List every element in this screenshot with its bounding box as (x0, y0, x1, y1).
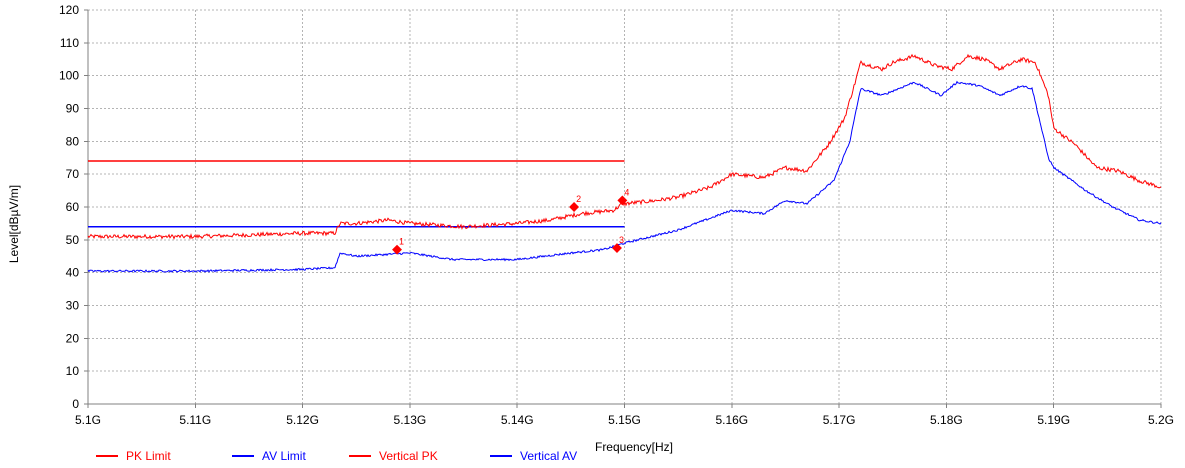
y-tick-label: 110 (60, 36, 79, 50)
marker-label: 1 (399, 237, 404, 247)
y-tick-label: 60 (66, 200, 80, 214)
y-tick-label: 50 (66, 233, 80, 247)
x-tick-label: 5.12G (286, 413, 319, 427)
y-tick-label: 10 (66, 364, 80, 378)
marker-3 (612, 243, 622, 253)
x-tick-label: 5.2G (1148, 413, 1174, 427)
x-tick-label: 5.19G (1037, 413, 1070, 427)
y-tick-label: 70 (66, 167, 80, 181)
x-tick-label: 5.15G (608, 413, 641, 427)
x-tick-label: 5.16G (715, 413, 748, 427)
x-axis-title: Frequency[Hz] (595, 440, 673, 454)
marker-1 (392, 244, 402, 255)
y-tick-label: 80 (66, 134, 80, 148)
legend: PK Limit AV Limit Vertical PK Vertical AV (96, 449, 577, 463)
marker-label: 4 (624, 187, 629, 197)
tick-labels: 0 10 20 30 40 50 60 70 80 90 100 110 120 5.1G 5.11G 5.1… (59, 3, 1174, 427)
x-tick-label: 5.17G (823, 413, 856, 427)
legend-label: AV Limit (262, 449, 306, 463)
y-tick-label: 120 (59, 3, 79, 17)
legend-label: Vertical AV (520, 449, 577, 463)
legend-label: PK Limit (126, 449, 171, 463)
y-axis-title: Level[dBµV/m] (7, 185, 21, 263)
axes (84, 9, 1162, 408)
marker-label: 3 (619, 235, 624, 245)
x-tick-label: 5.1G (75, 413, 101, 427)
series-line-vertical-av (87, 80, 1162, 273)
x-tick-label: 5.13G (394, 413, 427, 427)
marker-2 (569, 202, 580, 212)
x-tick-label: 5.14G (501, 413, 534, 427)
y-tick-label: 30 (66, 299, 80, 313)
marker-label: 2 (576, 194, 581, 204)
legend-label: Vertical PK (379, 449, 438, 463)
y-tick-label: 0 (72, 397, 79, 411)
y-tick-label: 100 (59, 69, 79, 83)
series-line-vertical-pk (87, 53, 1162, 240)
x-tick-label: 5.11G (179, 413, 211, 427)
y-tick-label: 20 (66, 331, 80, 345)
y-tick-label: 90 (66, 102, 80, 116)
series-lines (87, 53, 1162, 273)
x-tick-label: 5.18G (930, 413, 963, 427)
y-tick-label: 40 (66, 266, 80, 280)
marker-4 (617, 195, 628, 206)
markers: 1 2 3 4 (392, 187, 629, 255)
